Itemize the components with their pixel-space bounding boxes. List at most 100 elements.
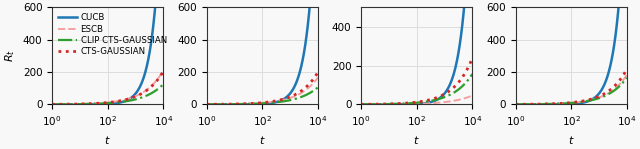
CLIP CTS-GAUSSIAN — [512, 103, 520, 105]
Line: CTS-GAUSSIAN: CTS-GAUSSIAN — [52, 71, 163, 104]
CUCB — [253, 103, 260, 105]
CLIP CTS-GAUSSIAN — [540, 103, 548, 105]
ESCB — [468, 95, 476, 96]
X-axis label: $t$: $t$ — [104, 134, 111, 146]
ESCB — [99, 102, 106, 104]
CTS-GAUSSIAN — [123, 99, 131, 100]
CLIP CTS-GAUSSIAN — [132, 98, 140, 100]
CUCB — [203, 104, 211, 105]
Y-axis label: $R_t$: $R_t$ — [3, 49, 17, 62]
CLIP CTS-GAUSSIAN — [623, 77, 630, 79]
CTS-GAUSSIAN — [441, 93, 449, 95]
CLIP CTS-GAUSSIAN — [441, 96, 449, 98]
Line: CLIP CTS-GAUSSIAN: CLIP CTS-GAUSSIAN — [516, 78, 627, 104]
CLIP CTS-GAUSSIAN — [577, 101, 585, 103]
X-axis label: $t$: $t$ — [568, 134, 575, 146]
ESCB — [623, 74, 630, 76]
CUCB — [431, 100, 439, 101]
CLIP CTS-GAUSSIAN — [68, 103, 76, 105]
CUCB — [114, 102, 122, 104]
CTS-GAUSSIAN — [68, 103, 76, 105]
CUCB — [408, 103, 415, 105]
CUCB — [512, 104, 520, 105]
ESCB — [159, 69, 167, 71]
CTS-GAUSSIAN — [577, 100, 585, 102]
CUCB — [68, 104, 76, 105]
CTS-GAUSSIAN — [287, 96, 294, 98]
CTS-GAUSSIAN — [49, 103, 56, 105]
CLIP CTS-GAUSSIAN — [232, 103, 239, 105]
Line: CLIP CTS-GAUSSIAN: CLIP CTS-GAUSSIAN — [361, 74, 472, 104]
CTS-GAUSSIAN — [377, 103, 385, 105]
CTS-GAUSSIAN — [223, 103, 230, 105]
Line: CTS-GAUSSIAN: CTS-GAUSSIAN — [361, 58, 472, 104]
CLIP CTS-GAUSSIAN — [277, 101, 285, 103]
CTS-GAUSSIAN — [408, 102, 415, 104]
ESCB — [577, 101, 585, 103]
CTS-GAUSSIAN — [540, 103, 548, 105]
CLIP CTS-GAUSSIAN — [357, 103, 365, 105]
CLIP CTS-GAUSSIAN — [77, 103, 84, 105]
ESCB — [386, 103, 394, 105]
Line: CUCB: CUCB — [207, 0, 318, 104]
CLIP CTS-GAUSSIAN — [386, 103, 394, 105]
CTS-GAUSSIAN — [623, 68, 630, 70]
CLIP CTS-GAUSSIAN — [595, 97, 603, 99]
CLIP CTS-GAUSSIAN — [223, 103, 230, 105]
ESCB — [132, 95, 140, 97]
ESCB — [531, 103, 539, 105]
Line: ESCB: ESCB — [207, 78, 318, 104]
Line: CUCB: CUCB — [516, 0, 627, 104]
Line: CTS-GAUSSIAN: CTS-GAUSSIAN — [516, 69, 627, 104]
ESCB — [423, 103, 431, 104]
CLIP CTS-GAUSSIAN — [203, 104, 211, 105]
ESCB — [441, 101, 449, 103]
Line: CTS-GAUSSIAN: CTS-GAUSSIAN — [207, 72, 318, 104]
CTS-GAUSSIAN — [314, 71, 322, 73]
CUCB — [531, 104, 539, 105]
CLIP CTS-GAUSSIAN — [49, 103, 56, 105]
Line: ESCB: ESCB — [516, 75, 627, 104]
CTS-GAUSSIAN — [77, 103, 84, 105]
CLIP CTS-GAUSSIAN — [531, 103, 539, 105]
ESCB — [586, 99, 594, 101]
ESCB — [512, 103, 520, 105]
ESCB — [562, 102, 570, 104]
ESCB — [223, 103, 230, 105]
CLIP CTS-GAUSSIAN — [431, 99, 439, 101]
Legend: CUCB, ESCB, CLIP CTS-GAUSSIAN, CTS-GAUSSIAN: CUCB, ESCB, CLIP CTS-GAUSSIAN, CTS-GAUSS… — [56, 12, 168, 58]
CTS-GAUSSIAN — [99, 102, 106, 104]
CUCB — [277, 100, 285, 101]
ESCB — [253, 102, 260, 104]
ESCB — [232, 103, 239, 105]
ESCB — [114, 100, 122, 102]
CTS-GAUSSIAN — [423, 100, 431, 101]
Line: CLIP CTS-GAUSSIAN: CLIP CTS-GAUSSIAN — [52, 84, 163, 104]
X-axis label: $t$: $t$ — [413, 134, 420, 146]
CTS-GAUSSIAN — [562, 102, 570, 104]
CUCB — [540, 104, 548, 105]
CUCB — [268, 102, 276, 104]
CUCB — [77, 104, 84, 105]
ESCB — [123, 98, 131, 100]
CLIP CTS-GAUSSIAN — [268, 102, 276, 104]
CUCB — [377, 104, 385, 105]
CLIP CTS-GAUSSIAN — [562, 103, 570, 104]
ESCB — [68, 103, 76, 105]
ESCB — [540, 103, 548, 105]
ESCB — [49, 103, 56, 105]
Line: CUCB: CUCB — [52, 0, 163, 104]
Line: CLIP CTS-GAUSSIAN: CLIP CTS-GAUSSIAN — [207, 87, 318, 104]
CUCB — [223, 104, 230, 105]
CUCB — [423, 102, 431, 104]
ESCB — [268, 101, 276, 103]
ESCB — [277, 100, 285, 101]
CLIP CTS-GAUSSIAN — [123, 100, 131, 102]
CUCB — [595, 92, 603, 94]
CTS-GAUSSIAN — [277, 99, 285, 101]
ESCB — [287, 97, 294, 99]
CTS-GAUSSIAN — [586, 99, 594, 100]
Line: ESCB: ESCB — [361, 96, 472, 104]
CLIP CTS-GAUSSIAN — [377, 103, 385, 105]
X-axis label: $t$: $t$ — [259, 134, 266, 146]
